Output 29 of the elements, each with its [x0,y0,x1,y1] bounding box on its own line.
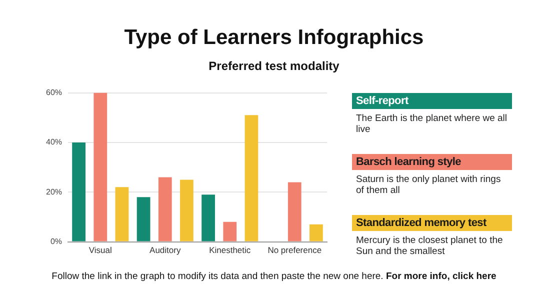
bar [310,224,323,242]
bar [158,177,172,242]
bar [223,222,237,242]
chart-title: Type of Learners Infographics [123,26,425,50]
text: Mercury is the closest planet to the Sun and the smallest [355,234,504,258]
x-tick-label: No preference [268,245,322,256]
y-tick-label: 20% [46,187,62,196]
x-tick-label: Auditory [150,245,182,256]
text: Standardized memory test [352,215,512,231]
text: For more info, click here [384,271,496,282]
x-tick-label: Visual [88,245,112,256]
bar [180,180,194,242]
y-tick-label: 40% [46,138,62,147]
text: Barsch learning style [352,154,512,170]
bar [94,92,108,242]
chart-subtitle: Preferred test modality [208,59,340,73]
y-tick-label: 60% [46,88,62,98]
text: The Earth is the planet where we all live [355,112,508,136]
bar [288,182,302,242]
text: Saturn is the only planet with rings of them all [355,173,502,197]
bar [115,187,129,242]
text: Follow the link in the graph to modify its data and then paste the new one here. [52,271,384,282]
bar [202,194,215,242]
bar [244,115,258,242]
bar [72,142,86,242]
bar [136,197,150,242]
text: Self-report [352,93,512,109]
x-tick-label: Kinesthetic [209,245,252,256]
y-tick-label: 0% [50,237,62,246]
